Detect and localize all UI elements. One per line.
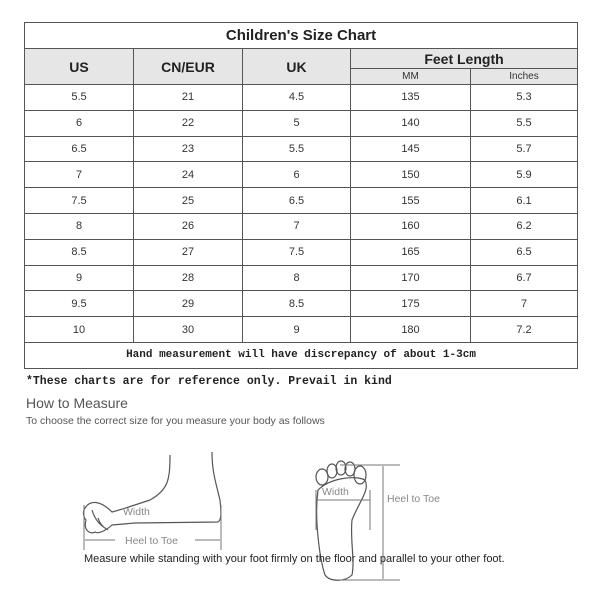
- cell-uk: 5: [242, 109, 351, 137]
- cell-us: 8.5: [24, 238, 134, 266]
- side-length-label: Heel to Toe: [125, 535, 178, 547]
- sole-width-label: Width: [322, 486, 349, 498]
- cell-us: 6.5: [24, 135, 134, 163]
- cell-cn-eur: 26: [133, 212, 243, 240]
- cell-cn-eur: 29: [133, 290, 243, 318]
- side-foot-illustration: [82, 451, 222, 534]
- disclaimer: *These charts are for reference only. Pr…: [26, 375, 392, 388]
- cell-mm: 175: [350, 290, 471, 318]
- how-to-title: How to Measure: [26, 395, 128, 411]
- cell-inches: 6.7: [469, 264, 579, 292]
- cell-uk: 9: [242, 316, 351, 343]
- cell-mm: 160: [350, 212, 471, 240]
- size-chart-table: Children's Size Chart US CN/EUR UK Feet …: [23, 22, 579, 369]
- cell-cn-eur: 25: [133, 187, 243, 214]
- table-row: 9 28 8 170 6.7: [24, 264, 579, 292]
- cell-mm: 155: [350, 187, 471, 214]
- header-cn-eur: CN/EUR: [133, 48, 243, 85]
- table-row: 8 26 7 160 6.2: [24, 212, 579, 240]
- table-row: 5.5 21 4.5 135 5.3: [24, 84, 579, 111]
- cell-cn-eur: 21: [133, 84, 243, 111]
- cell-uk: 8: [242, 264, 351, 292]
- cell-us: 8: [24, 212, 134, 240]
- cell-inches: 6.2: [469, 212, 579, 240]
- cell-cn-eur: 30: [133, 316, 243, 343]
- header-inches: Inches: [469, 68, 579, 85]
- cell-inches: 5.7: [469, 135, 579, 163]
- cell-inches: 6.1: [469, 187, 579, 214]
- cell-cn-eur: 24: [133, 161, 243, 189]
- cell-us: 7.5: [24, 187, 134, 214]
- table-row: 6 22 5 140 5.5: [24, 109, 579, 137]
- measure-caption: Measure while standing with your foot fi…: [84, 553, 505, 565]
- table-row: 9.5 29 8.5 175 7: [24, 290, 579, 318]
- cell-us: 5.5: [24, 84, 134, 111]
- table-title: Children's Size Chart: [23, 22, 579, 49]
- cell-us: 6: [24, 109, 134, 137]
- measurement-note: Hand measurement will have discrepancy o…: [23, 341, 579, 369]
- sole-length-label: Heel to Toe: [387, 493, 440, 505]
- header-mm: MM: [350, 68, 471, 85]
- cell-mm: 140: [350, 109, 471, 137]
- side-width-label: Width: [123, 506, 150, 518]
- cell-uk: 8.5: [242, 290, 351, 318]
- cell-mm: 170: [350, 264, 471, 292]
- cell-inches: 6.5: [469, 238, 579, 266]
- sole-foot-illustration: [315, 460, 367, 581]
- cell-cn-eur: 28: [133, 264, 243, 292]
- cell-mm: 135: [350, 84, 471, 111]
- cell-cn-eur: 22: [133, 109, 243, 137]
- header-uk: UK: [242, 48, 351, 85]
- how-to-subtitle: To choose the correct size for you measu…: [26, 415, 325, 427]
- cell-us: 10: [24, 316, 134, 343]
- table-row: 10 30 9 180 7.2: [24, 316, 579, 343]
- cell-mm: 150: [350, 161, 471, 189]
